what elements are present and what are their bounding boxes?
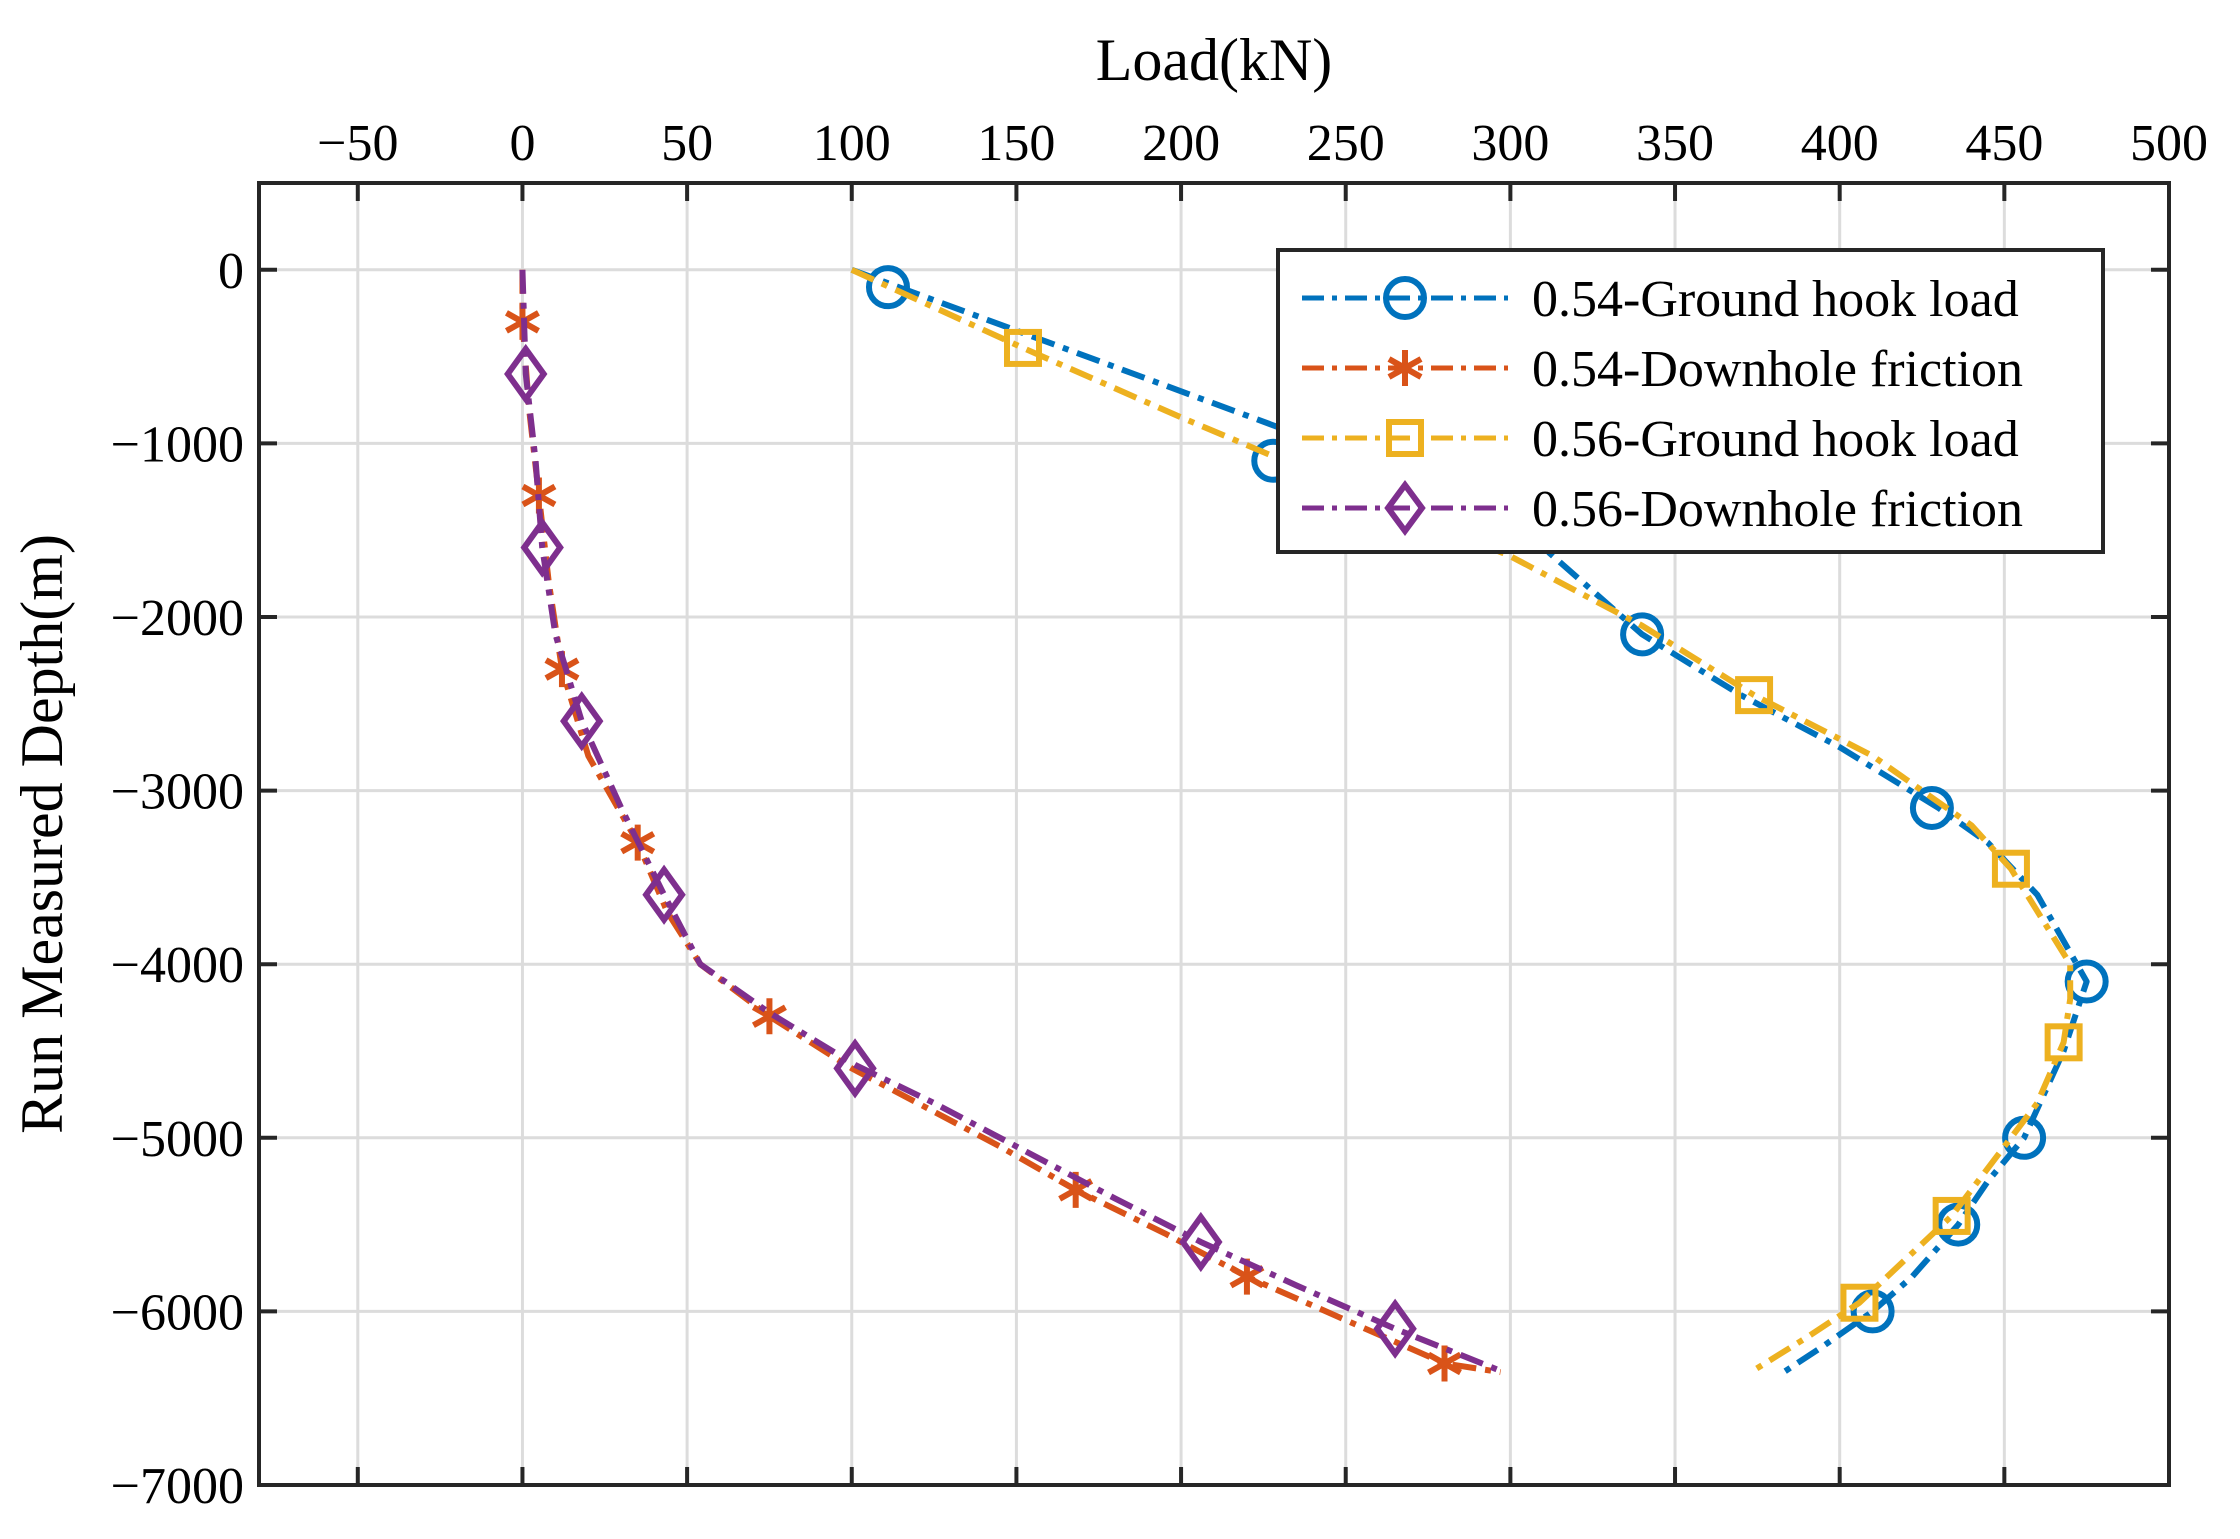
y-tick-label: −7000 [111,1458,244,1515]
data-point-square [1735,676,1774,715]
y-axis-title: Run Measured Depth(m) [9,534,75,1134]
asterisk-stroke [1427,1351,1462,1376]
legend-marker-diamond [1384,479,1426,537]
x-tick-label: 500 [2130,115,2208,172]
legend-entry-0: 0.54-Ground hook load [1302,271,2019,328]
legend-label-1: 0.54-Downhole friction [1532,341,2023,398]
plot-area-frame [257,181,2171,1487]
x-tick-label: 450 [1965,115,2043,172]
data-point-square [1932,1196,1971,1235]
x-tick-label: 200 [1142,115,1220,172]
x-tick-label: 150 [977,115,1055,172]
legend-label-3: 0.56-Downhole friction [1532,481,2023,538]
data-point-diamond [504,343,548,405]
asterisk-stroke [544,657,580,681]
data-point-square [2044,1023,2083,1062]
data-point-circle [865,265,910,310]
ticks: −50 0 50 100 150 200 250 300 350 400 450 500 0 −1000 −… [111,115,2208,1515]
asterisk-stroke [751,1004,787,1028]
legend-marker-circle [1383,276,1427,320]
data-point-square [1840,1283,1879,1322]
data-point-diamond [833,1038,877,1099]
legend-marker-asterisk [1387,350,1423,386]
legend-label-2: 0.56-Ground hook load [1532,411,2019,468]
x-tick-label: 250 [1307,115,1385,172]
data-point-diamond [1373,1298,1417,1359]
x-tick-label: 50 [661,115,713,172]
series-3 [504,269,1505,1375]
legend-entry-3: 0.56-Downhole friction [1302,479,2023,538]
series-2 [850,267,2083,1375]
x-tick-label: 0 [509,115,535,172]
x-tick-label: −50 [317,115,398,172]
y-tick-label: −3000 [111,764,244,821]
y-tick-label: −4000 [111,937,244,994]
data-point-circle [1909,785,1954,830]
y-tick-label: 0 [218,243,244,300]
data-point-diamond [642,864,686,925]
legend: 0.54-Ground hook load 0.54-Downhole fric… [1276,248,2105,554]
legend-label-0: 0.54-Ground hook load [1532,271,2019,328]
x-tick-label: 400 [1801,115,1879,172]
legend-entry-1: 0.54-Downhole friction [1302,341,2023,398]
x-tick-label: 350 [1636,115,1714,172]
legend-entry-2: 0.56-Ground hook load [1302,411,2019,468]
data-point-square [1004,328,1042,367]
data-point-asterisk [1427,1345,1462,1382]
series-line [850,267,2074,1375]
y-tick-label: −5000 [111,1111,244,1168]
y-tick-label: −1000 [111,416,244,473]
data-point-square [1991,849,2030,888]
x-tick-label: 100 [813,115,891,172]
x-axis-title: Load(kN) [1096,27,1333,93]
data-point-diamond [560,691,604,752]
y-tick-label: −2000 [111,590,244,647]
data-point-diamond [520,517,564,578]
x-tick-label: 300 [1471,115,1549,172]
legend-marker-square [1386,419,1424,457]
data-point-diamond [1179,1211,1223,1273]
y-tick-label: −6000 [111,1284,244,1341]
